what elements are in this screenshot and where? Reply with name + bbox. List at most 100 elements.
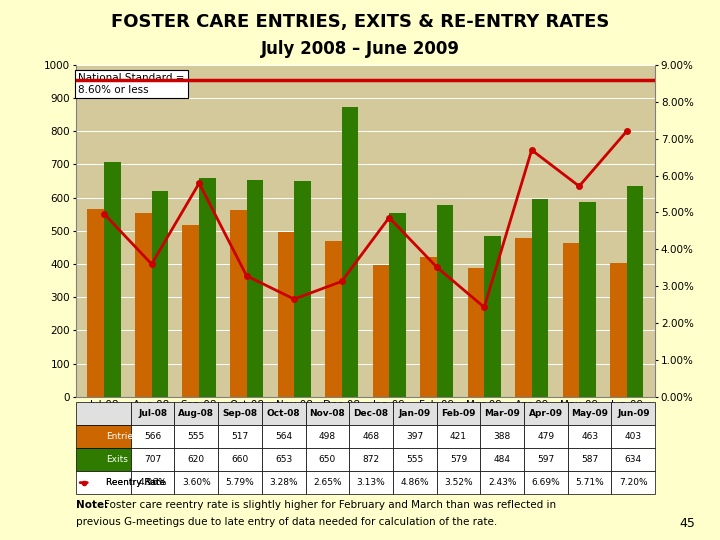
Bar [524, 471, 568, 494]
Bar [277, 232, 294, 397]
Bar [420, 257, 436, 397]
Bar [218, 426, 262, 448]
Bar [372, 265, 389, 397]
Bar [130, 448, 174, 471]
Text: 421: 421 [450, 432, 467, 441]
Text: 463: 463 [581, 432, 598, 441]
Bar [294, 181, 311, 397]
Text: Entries: Entries [106, 432, 138, 441]
Text: 660: 660 [231, 455, 248, 464]
Text: Reentry Rate: Reentry Rate [106, 478, 166, 487]
Text: Apr-09: Apr-09 [529, 409, 563, 418]
Bar [393, 448, 436, 471]
Text: 653: 653 [275, 455, 292, 464]
Text: FOSTER CARE ENTRIES, EXITS & RE-ENTRY RATES: FOSTER CARE ENTRIES, EXITS & RE-ENTRY RA… [111, 14, 609, 31]
Text: previous G-meetings due to late entry of data needed for calculation of the rate: previous G-meetings due to late entry of… [76, 517, 497, 528]
Text: National Standard =
8.60% or less: National Standard = 8.60% or less [78, 73, 185, 94]
Bar [182, 225, 199, 397]
Text: 3.52%: 3.52% [444, 478, 473, 487]
Bar [515, 238, 531, 397]
Bar [568, 426, 611, 448]
Text: 555: 555 [188, 432, 205, 441]
Bar [568, 448, 611, 471]
Text: Feb-09: Feb-09 [441, 409, 476, 418]
Text: 650: 650 [319, 455, 336, 464]
Text: 597: 597 [537, 455, 554, 464]
Bar [524, 402, 568, 426]
Text: 7.20%: 7.20% [619, 478, 648, 487]
Text: Jul-08: Jul-08 [138, 409, 167, 418]
Text: Dec-08: Dec-08 [354, 409, 389, 418]
Bar [579, 202, 596, 397]
Text: May-09: May-09 [571, 409, 608, 418]
Bar [467, 268, 484, 397]
Bar [199, 178, 216, 397]
Bar [174, 471, 218, 494]
Bar [531, 199, 549, 397]
Text: 5.79%: 5.79% [225, 478, 254, 487]
Bar [568, 471, 611, 494]
Text: 498: 498 [319, 432, 336, 441]
Text: 517: 517 [231, 432, 248, 441]
Bar [611, 402, 655, 426]
Bar [349, 426, 393, 448]
Text: 564: 564 [275, 432, 292, 441]
Bar [436, 471, 480, 494]
Text: 2.43%: 2.43% [488, 478, 516, 487]
Bar [218, 471, 262, 494]
Bar [305, 448, 349, 471]
Bar [104, 162, 121, 397]
Bar [562, 243, 579, 397]
Text: 484: 484 [494, 455, 510, 464]
Bar [262, 426, 305, 448]
Text: July 2008 – June 2009: July 2008 – June 2009 [261, 40, 459, 58]
Bar [325, 241, 342, 397]
Text: 6.69%: 6.69% [531, 478, 560, 487]
Text: Jun-09: Jun-09 [617, 409, 649, 418]
Bar [436, 426, 480, 448]
Text: Jan-09: Jan-09 [399, 409, 431, 418]
Bar [393, 426, 436, 448]
Text: 397: 397 [406, 432, 423, 441]
Text: 566: 566 [144, 432, 161, 441]
Bar [218, 402, 262, 426]
Bar [436, 205, 454, 397]
Text: 3.13%: 3.13% [356, 478, 385, 487]
Bar [130, 471, 174, 494]
Text: Nov-08: Nov-08 [310, 409, 345, 418]
Text: 707: 707 [144, 455, 161, 464]
Bar [247, 180, 264, 397]
Text: Aug-08: Aug-08 [179, 409, 215, 418]
Text: 5.71%: 5.71% [575, 478, 604, 487]
Bar [76, 471, 130, 494]
Bar [611, 426, 655, 448]
Bar [152, 191, 168, 397]
Text: Foster care reentry rate is slightly higher for February and March than was refl: Foster care reentry rate is slightly hig… [104, 500, 557, 510]
Bar [262, 402, 305, 426]
Bar [174, 426, 218, 448]
Bar [130, 426, 174, 448]
Text: 479: 479 [537, 432, 554, 441]
Text: 4.96%: 4.96% [138, 478, 167, 487]
Text: 872: 872 [362, 455, 379, 464]
Bar [568, 402, 611, 426]
Bar [436, 402, 480, 426]
Text: Reentry Rate: Reentry Rate [106, 478, 166, 487]
Bar [436, 448, 480, 471]
Bar [76, 448, 130, 471]
Bar [480, 448, 524, 471]
Bar [480, 402, 524, 426]
Text: Exits: Exits [106, 455, 128, 464]
Bar [174, 448, 218, 471]
Bar [349, 471, 393, 494]
Text: 587: 587 [581, 455, 598, 464]
Bar [626, 186, 644, 397]
Bar [262, 471, 305, 494]
Text: 620: 620 [188, 455, 204, 464]
Bar [611, 448, 655, 471]
Bar [524, 448, 568, 471]
Bar [174, 402, 218, 426]
Bar [389, 213, 406, 397]
Bar [484, 236, 501, 397]
Bar [524, 426, 568, 448]
